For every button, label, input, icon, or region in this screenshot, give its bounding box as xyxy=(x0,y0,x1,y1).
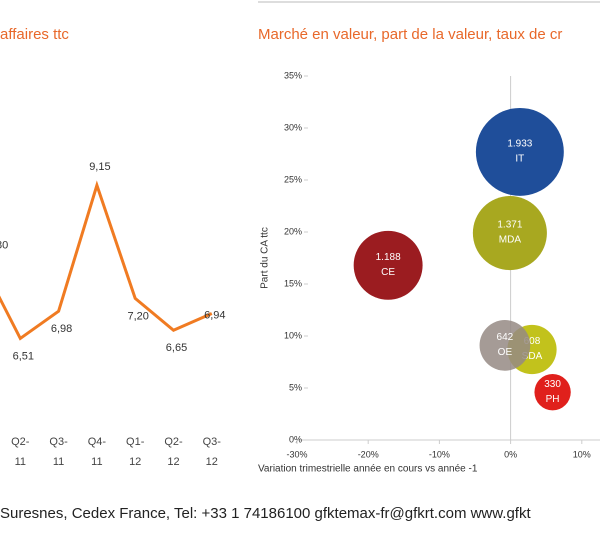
line xyxy=(0,180,213,341)
value-label: 7,20 xyxy=(127,310,148,322)
bubble xyxy=(475,107,564,196)
y-tick-label: 20% xyxy=(284,226,302,236)
x-tick-label: Q4-11 xyxy=(87,436,107,468)
bubble xyxy=(534,373,571,411)
bubble-name: CE xyxy=(381,267,395,278)
bubble-name: PH xyxy=(546,394,560,405)
x-tick-label: Q2-11 xyxy=(11,436,30,468)
x-tick-label: 0% xyxy=(504,449,517,459)
x-tick-label: Q2-12 xyxy=(164,436,183,468)
bubble-value: 1.933 xyxy=(507,139,532,150)
bubble-name: SDA xyxy=(522,351,543,362)
y-tick-label: 25% xyxy=(284,174,302,184)
bubble-value: 1.371 xyxy=(497,220,522,231)
x-tick-label: Q1-12 xyxy=(126,436,145,468)
line-title: affaires ttc xyxy=(0,26,69,43)
bubble xyxy=(479,320,531,371)
y-tick-label: 10% xyxy=(284,330,302,340)
value-label: 6,98 xyxy=(51,323,72,335)
bubble-value: 642 xyxy=(497,332,514,343)
y-tick-label: 15% xyxy=(284,278,302,288)
y-axis-label: Part du CA ttc xyxy=(260,227,271,289)
bubble xyxy=(353,230,423,300)
value-label: 80 xyxy=(0,240,8,252)
value-label: 6,94 xyxy=(204,309,225,321)
y-tick-label: 5% xyxy=(289,382,302,392)
x-tick-label: -10% xyxy=(429,449,450,459)
y-tick-label: 0% xyxy=(289,434,302,444)
x-axis-label: Variation trimestrielle année en cours v… xyxy=(258,464,478,475)
y-tick-label: 30% xyxy=(284,122,302,132)
value-label: 9,15 xyxy=(89,161,110,173)
value-label: 6,65 xyxy=(166,342,187,354)
bubble-name: MDA xyxy=(499,235,522,246)
x-tick-label: Q3-12 xyxy=(202,436,221,468)
bubble-title: Marché en valeur, part de la valeur, tau… xyxy=(258,26,562,43)
bubble-name: IT xyxy=(515,154,524,165)
bubble-value: 608 xyxy=(524,336,541,347)
x-tick-label: -30% xyxy=(286,449,307,459)
bubble-name: OE xyxy=(498,347,513,358)
value-label: 6,51 xyxy=(13,350,34,362)
footer: Suresnes, Cedex France, Tel: +33 1 74186… xyxy=(0,505,531,522)
y-tick-label: 35% xyxy=(284,70,302,80)
x-tick-label: -20% xyxy=(358,449,379,459)
x-tick-label: 10% xyxy=(573,449,591,459)
bubble-value: 1.188 xyxy=(376,252,401,263)
bubble-value: 330 xyxy=(544,379,561,390)
x-tick-label: Q3-11 xyxy=(49,436,68,468)
bubble xyxy=(472,196,547,271)
